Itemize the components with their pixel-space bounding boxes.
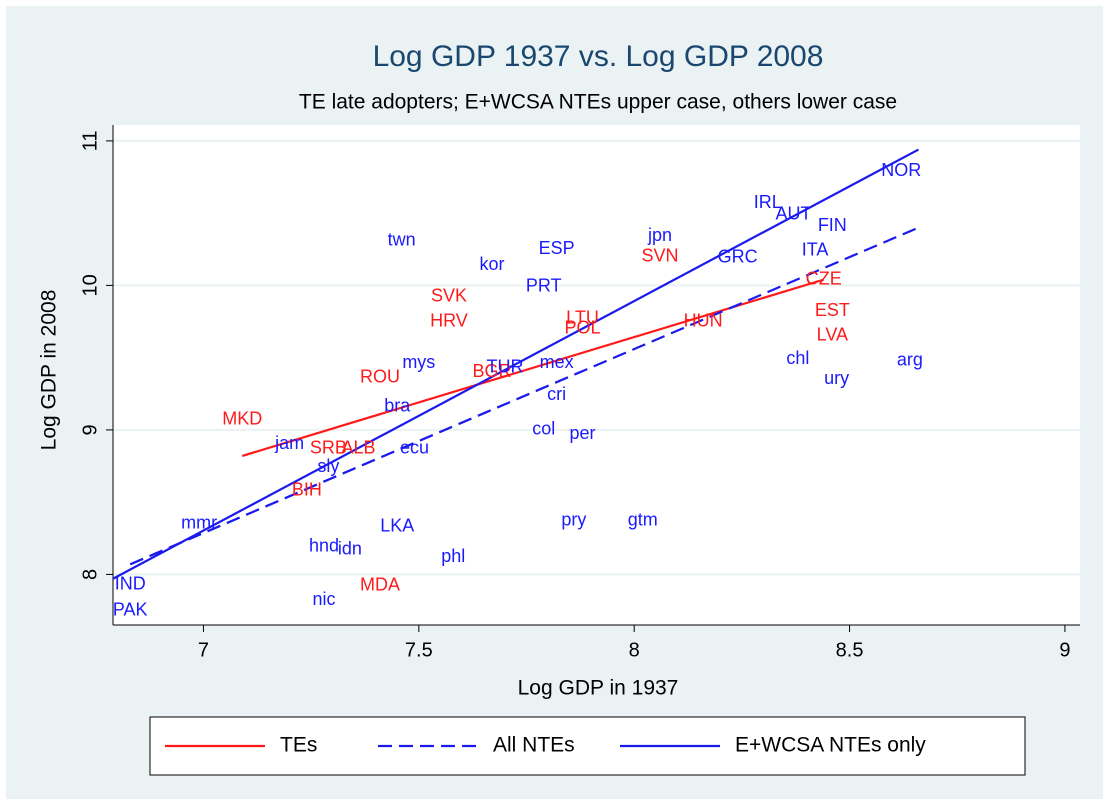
point-label: mys	[402, 352, 435, 372]
point-label: mmr	[181, 513, 217, 533]
point-label: twn	[388, 229, 416, 249]
point-label: ROU	[360, 367, 400, 387]
x-tick-label: 7	[198, 639, 209, 661]
point-label: IRL	[754, 192, 782, 212]
x-tick-label: 9	[1059, 639, 1070, 661]
point-label: nic	[313, 589, 336, 609]
point-label: GRC	[718, 247, 758, 267]
point-label: SVN	[642, 245, 679, 265]
point-label: jpn	[647, 225, 672, 245]
point-label: BIH	[292, 479, 322, 499]
x-axis-title: Log GDP in 1937	[518, 677, 679, 700]
chart-subtitle: TE late adopters; E+WCSA NTEs upper case…	[299, 91, 897, 114]
point-label: cri	[547, 384, 566, 404]
point-label: col	[532, 419, 555, 439]
point-label: SVK	[431, 286, 467, 306]
point-label: chl	[786, 348, 809, 368]
point-label: EST	[815, 300, 850, 320]
point-label: CZE	[806, 268, 842, 288]
point-label: NOR	[881, 160, 921, 180]
point-label: PRT	[526, 276, 562, 296]
y-tick-label: 10	[79, 274, 101, 296]
point-label: HRV	[430, 310, 468, 330]
point-label: ITA	[802, 239, 829, 259]
point-label: kor	[480, 254, 505, 274]
plot-area	[113, 125, 1080, 625]
legend-label: E+WCSA NTEs only	[735, 734, 926, 757]
point-label: LTU	[566, 307, 599, 327]
point-label: HUN	[684, 310, 723, 330]
point-label: phl	[441, 546, 465, 566]
x-tick-label: 8.5	[836, 639, 864, 661]
point-label: hnd	[309, 536, 339, 556]
point-label: idn	[338, 539, 362, 559]
legend	[149, 716, 1026, 776]
legend-label: All NTEs	[493, 734, 575, 757]
fit-line	[129, 226, 919, 566]
point-label: FIN	[818, 215, 847, 235]
point-label: AUT	[776, 203, 812, 223]
point-label: sly	[317, 456, 339, 476]
fit-line	[112, 148, 919, 580]
point-label: ury	[824, 368, 849, 388]
point-label: LKA	[380, 515, 414, 535]
point-label: mex	[540, 352, 574, 372]
point-label: MDA	[360, 575, 400, 595]
y-tick-label: 9	[79, 424, 101, 435]
chart-title: Log GDP 1937 vs. Log GDP 2008	[373, 40, 824, 73]
x-tick-label: 8	[629, 639, 640, 661]
point-label: pry	[561, 510, 586, 530]
legend-label: TEs	[280, 734, 317, 757]
fit-line	[241, 278, 825, 457]
point-label: jam	[274, 433, 304, 453]
point-label: gtm	[628, 510, 658, 530]
point-label: ESP	[539, 238, 575, 258]
y-tick-label: 11	[79, 131, 101, 152]
point-label: IND	[115, 573, 146, 593]
point-label: ALB	[342, 437, 376, 457]
point-label: PAK	[113, 599, 148, 619]
point-label: arg	[897, 349, 923, 369]
point-label: ecu	[400, 437, 429, 457]
y-axis-title: Log GDP in 2008	[38, 290, 61, 451]
point-label: TUR	[486, 357, 523, 377]
point-label: POL	[564, 318, 600, 338]
x-tick-label: 7.5	[405, 639, 433, 661]
point-label: bra	[384, 396, 411, 416]
point-label: SRB	[310, 437, 347, 457]
point-label: BGR	[473, 361, 512, 381]
point-label: MKD	[222, 409, 262, 429]
y-tick-label: 8	[79, 569, 101, 580]
point-label: LVA	[817, 325, 848, 345]
point-label: per	[569, 423, 595, 443]
